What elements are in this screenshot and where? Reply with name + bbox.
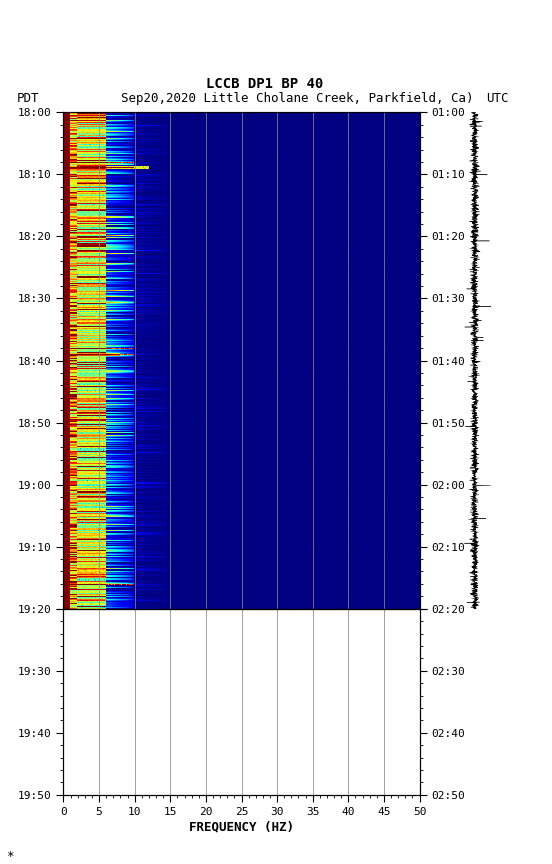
Text: Sep20,2020 Little Cholane Creek, Parkfield, Ca): Sep20,2020 Little Cholane Creek, Parkfie… [121,92,474,105]
X-axis label: FREQUENCY (HZ): FREQUENCY (HZ) [189,821,294,834]
Text: LCCB DP1 BP 40: LCCB DP1 BP 40 [206,77,323,91]
Text: PDT: PDT [17,92,39,105]
Text: UTC: UTC [486,92,508,105]
Text: *: * [6,849,13,862]
